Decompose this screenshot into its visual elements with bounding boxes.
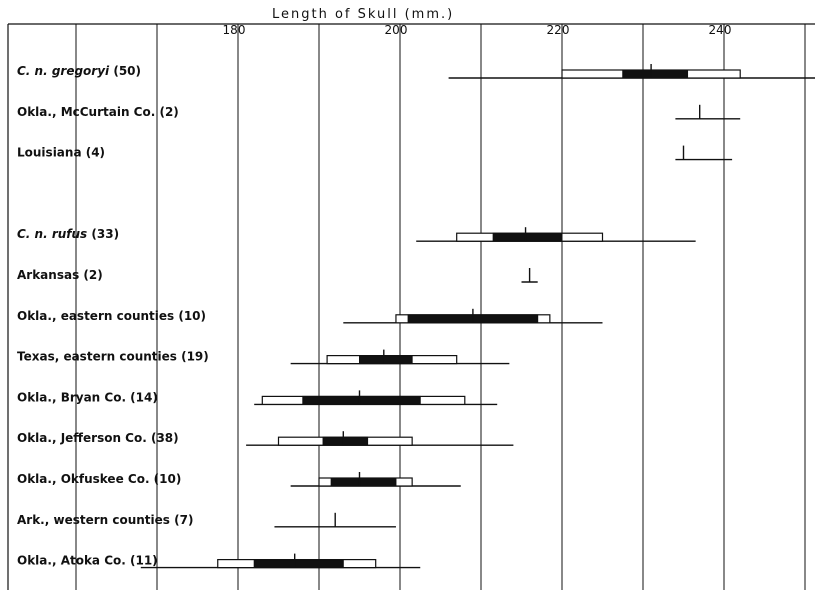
row-label: Texas, eastern counties (19)	[17, 350, 209, 364]
row-label: Okla., eastern counties (10)	[17, 309, 206, 323]
x-tick-label: 180	[223, 23, 246, 37]
se-box	[622, 69, 689, 79]
x-tick-label: 220	[547, 23, 570, 37]
data-row: Okla., Jefferson Co. (38)	[17, 431, 514, 446]
se-box	[322, 436, 369, 446]
se-box	[302, 395, 421, 405]
chart-title: Length of Skull (mm.)	[272, 7, 454, 22]
data-row: Okla., eastern counties (10)	[17, 308, 603, 324]
row-label: Ark., western counties (7)	[17, 513, 193, 527]
row-label: Okla., Jefferson Co. (38)	[17, 431, 179, 445]
data-row: Louisiana (4)	[17, 145, 733, 161]
row-label: Okla., Bryan Co. (14)	[17, 390, 158, 404]
se-box	[492, 232, 563, 242]
data-row: Okla., Bryan Co. (14)	[17, 390, 498, 406]
se-box	[359, 355, 413, 365]
row-label: C. n. gregoryi (50)	[17, 64, 141, 78]
row-label: Okla., Okfuskee Co. (10)	[17, 472, 181, 486]
data-row: Ark., western counties (7)	[17, 512, 396, 528]
se-box	[330, 477, 397, 487]
row-label: C. n. rufus (33)	[17, 227, 119, 241]
data-row: Okla., Atoka Co. (11)	[17, 553, 421, 569]
row-label: Arkansas (2)	[17, 268, 103, 282]
grid-lines	[75, 24, 806, 590]
data-row: C. n. rufus (33)	[17, 227, 696, 242]
data-row: Okla., Okfuskee Co. (10)	[17, 472, 461, 487]
data-row: Okla., McCurtain Co. (2)	[17, 104, 741, 120]
data-row: Arkansas (2)	[17, 268, 538, 283]
data-row: Texas, eastern counties (19)	[17, 349, 510, 365]
row-label: Okla., McCurtain Co. (2)	[17, 105, 179, 119]
data-rows: C. n. gregoryi (50) Okla., McCurtain Co. …	[17, 64, 815, 569]
data-row: C. n. gregoryi (50)	[17, 64, 815, 79]
row-label: Louisiana (4)	[17, 146, 105, 160]
x-tick-label: 200	[385, 23, 408, 37]
x-tick-label: 240	[709, 23, 732, 37]
x-tick-labels: 180 200 220 240	[223, 23, 732, 37]
se-box	[253, 559, 344, 569]
row-label: Okla., Atoka Co. (11)	[17, 554, 158, 568]
